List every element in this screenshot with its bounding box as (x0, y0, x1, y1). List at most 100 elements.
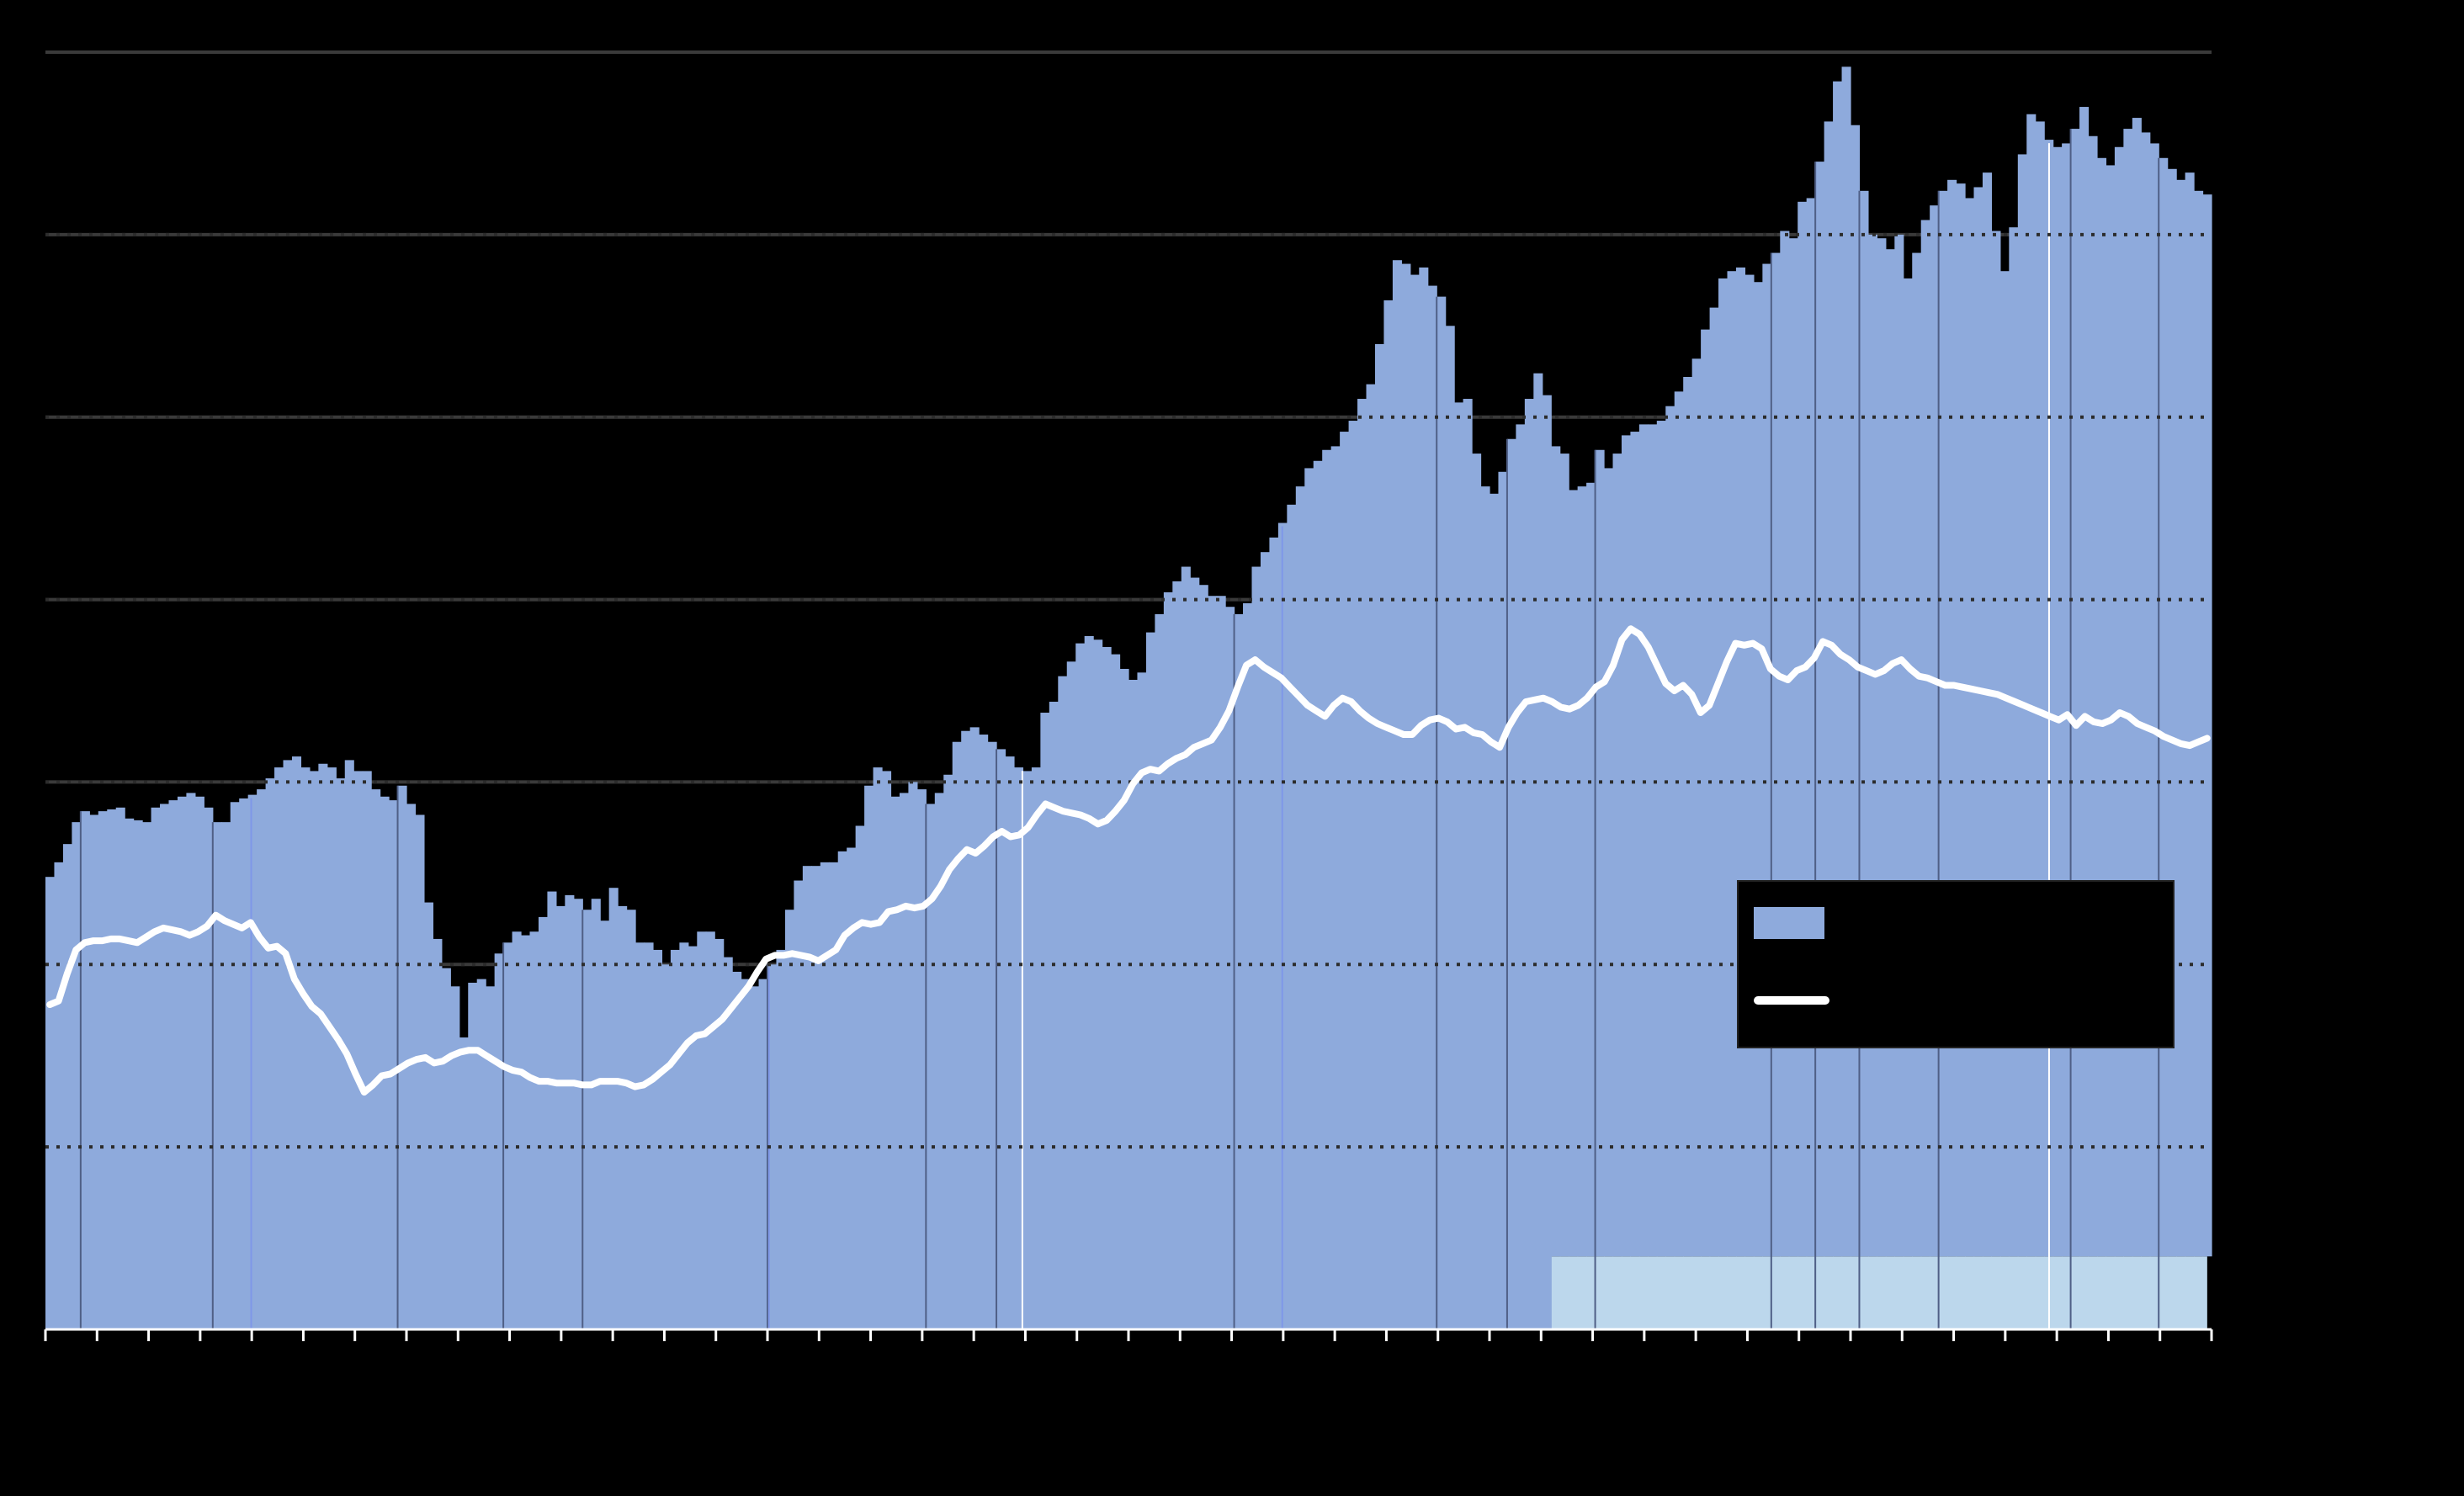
bar (1383, 300, 1394, 1329)
shaded-region (1544, 1256, 2207, 1329)
bar (1472, 454, 1482, 1329)
bar (916, 789, 927, 1329)
bar (1920, 220, 1930, 1257)
bar (344, 760, 354, 1329)
bar (1436, 296, 1447, 1329)
bar (1111, 654, 1121, 1329)
bar (521, 935, 531, 1329)
bar (2176, 179, 2186, 1257)
bar (1569, 490, 1579, 1257)
bar (1243, 602, 1253, 1329)
bar (582, 910, 592, 1329)
bar (494, 953, 504, 1329)
bar (1181, 566, 1191, 1329)
bar (1683, 377, 1693, 1257)
bar (1604, 468, 1614, 1257)
bar (882, 771, 892, 1329)
bar (212, 822, 222, 1329)
bar (160, 804, 170, 1329)
bar (433, 938, 443, 1329)
bar (1490, 493, 1500, 1329)
bar (309, 771, 319, 1329)
bar (274, 767, 284, 1329)
bar (2035, 121, 2045, 1257)
bar (1833, 81, 1843, 1257)
bar (72, 822, 82, 1329)
bar (1102, 646, 1112, 1329)
bar (1225, 607, 1235, 1329)
bar (80, 811, 90, 1329)
legend-item-bars (1754, 907, 1845, 939)
bar (776, 949, 786, 1329)
bar (1903, 278, 1913, 1257)
bar (1930, 205, 1940, 1257)
bar (177, 796, 188, 1329)
bar (1392, 260, 1402, 1329)
bar (1638, 424, 1649, 1257)
bar (1762, 263, 1772, 1257)
bar (934, 793, 944, 1329)
bar (2194, 190, 2204, 1257)
bar (573, 899, 583, 1329)
bar (415, 814, 425, 1329)
bar (151, 807, 161, 1329)
shaded-band (1544, 1256, 2207, 1329)
bar (2132, 118, 2142, 1257)
bar (318, 763, 328, 1329)
bar (406, 804, 417, 1329)
bar (644, 942, 654, 1329)
bar (1595, 449, 1605, 1257)
bar (1172, 581, 1182, 1329)
bar (1322, 449, 1332, 1330)
bar (468, 982, 478, 1329)
bar (1973, 187, 1983, 1257)
bar (1798, 201, 1808, 1257)
bar (555, 905, 566, 1329)
bar (626, 910, 636, 1329)
bar (1999, 271, 2010, 1257)
bar (1128, 679, 1139, 1329)
bar (1005, 756, 1015, 1329)
bar (1648, 424, 1658, 1257)
bar (969, 727, 980, 1329)
bar (565, 894, 575, 1329)
bar (1965, 198, 1975, 1257)
bar (987, 741, 997, 1329)
bar (265, 778, 275, 1329)
bar (1727, 271, 1737, 1257)
bar (2159, 157, 2169, 1257)
bar (688, 946, 698, 1329)
bar (961, 730, 971, 1329)
bar (1031, 767, 1041, 1329)
bar (1877, 238, 1887, 1257)
bar (1234, 613, 1244, 1329)
bar (247, 794, 258, 1329)
bar (899, 793, 910, 1329)
bar (1330, 446, 1341, 1330)
bar (652, 949, 663, 1329)
bar (89, 814, 99, 1329)
bar (2106, 165, 2116, 1257)
bar (1938, 190, 1948, 1257)
bar (2079, 107, 2090, 1257)
bar (1824, 121, 1834, 1257)
bar (1665, 406, 1675, 1257)
bar (1780, 231, 1790, 1257)
bar (1093, 639, 1103, 1329)
bar (2149, 143, 2159, 1257)
bar (2185, 172, 2195, 1257)
bar (635, 942, 645, 1329)
bar (1498, 471, 1508, 1329)
bar (847, 847, 857, 1329)
bar (1516, 424, 1526, 1330)
bar (62, 844, 72, 1329)
bar (115, 807, 125, 1329)
bar (1691, 358, 1702, 1257)
bar (1419, 267, 1429, 1330)
bar (837, 851, 847, 1329)
bar (1190, 577, 1200, 1329)
bar (1075, 643, 1086, 1329)
bar (1445, 326, 1455, 1330)
bar (336, 778, 346, 1329)
